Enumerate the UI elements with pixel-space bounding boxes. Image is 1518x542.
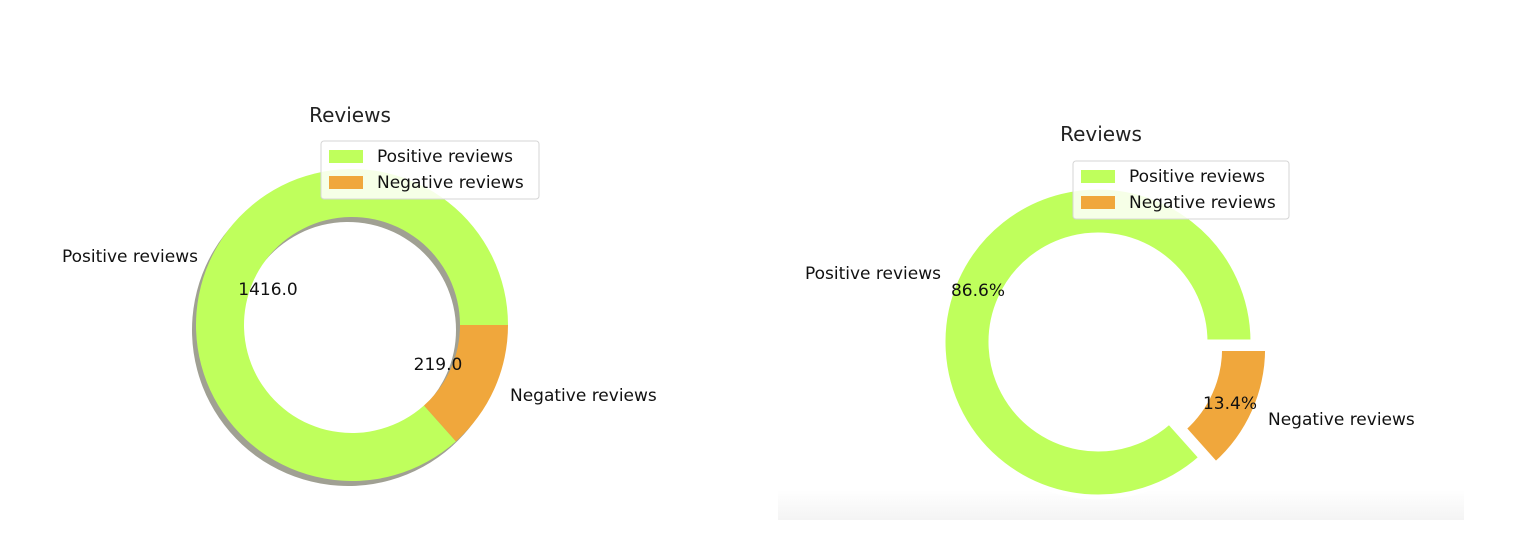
- legend-swatch: [329, 150, 363, 163]
- pie-slice-negative-reviews: [423, 325, 508, 442]
- legend-box: [320, 140, 540, 200]
- legend-swatch: [1081, 196, 1115, 209]
- legend-entry-label: Positive reviews: [377, 147, 513, 167]
- chart-title: Reviews: [309, 103, 391, 127]
- slice-value-label: 219.0: [414, 355, 463, 375]
- legend-entry-label: Negative reviews: [377, 173, 524, 193]
- chart-title: Reviews: [1060, 122, 1142, 146]
- slice-label: Negative reviews: [510, 386, 657, 406]
- legend: Positive reviews Negative reviews: [320, 140, 540, 200]
- pie-slice-positive-reviews: [196, 168, 509, 482]
- legend: Positive reviews Negative reviews: [1072, 160, 1290, 220]
- legend-entry-label: Negative reviews: [1129, 193, 1276, 213]
- legend-entry-label: Positive reviews: [1129, 167, 1265, 187]
- slice-value-label: 1416.0: [238, 280, 297, 300]
- pie-slice-negative-reviews: [1180, 346, 1271, 468]
- legend-box: [1072, 160, 1290, 220]
- slice-value-label: 13.4%: [1203, 394, 1257, 414]
- slice-value-label: 86.6%: [951, 281, 1005, 301]
- pie-chart-2: Reviews Positive reviews Negative reviews 8…: [805, 122, 1415, 500]
- slice-label: Positive reviews: [62, 247, 198, 267]
- legend-swatch: [329, 176, 363, 189]
- pie-chart-1: Reviews Positive reviews Negative reviews 1…: [62, 103, 657, 487]
- slice-label: Positive reviews: [805, 264, 941, 284]
- legend-swatch: [1081, 170, 1115, 183]
- slice-label: Negative reviews: [1268, 410, 1415, 430]
